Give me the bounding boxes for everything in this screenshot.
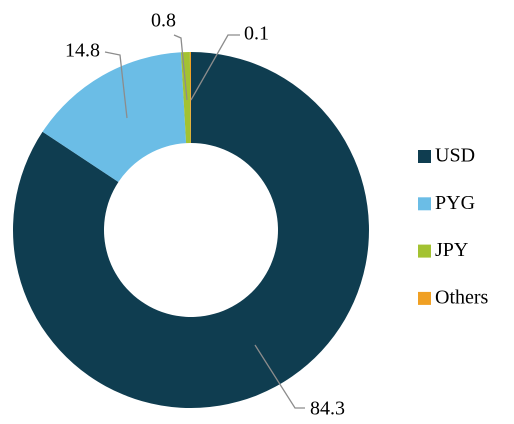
- legend-label: Others: [435, 286, 489, 308]
- leader-line: [190, 34, 240, 101]
- data-label: 14.8: [65, 40, 100, 62]
- legend-swatch: [418, 244, 431, 258]
- leader-line: [173, 34, 188, 101]
- legend-label: PYG: [435, 192, 475, 214]
- donut-slice: [189, 52, 191, 144]
- data-label: 84.3: [310, 398, 345, 420]
- donut-slice: [42, 52, 187, 183]
- donut-slice: [13, 52, 370, 408]
- legend-swatch: [418, 197, 431, 211]
- leader-line: [104, 51, 128, 119]
- legend-swatch: [418, 291, 431, 305]
- data-label: 0.8: [151, 10, 176, 32]
- legend-label: USD: [435, 145, 475, 167]
- legend-swatch: [418, 150, 431, 163]
- data-label: 0.1: [244, 23, 269, 45]
- leader-line: [254, 344, 305, 409]
- donut-slice: [180, 52, 191, 144]
- legend-label: JPY: [435, 239, 468, 261]
